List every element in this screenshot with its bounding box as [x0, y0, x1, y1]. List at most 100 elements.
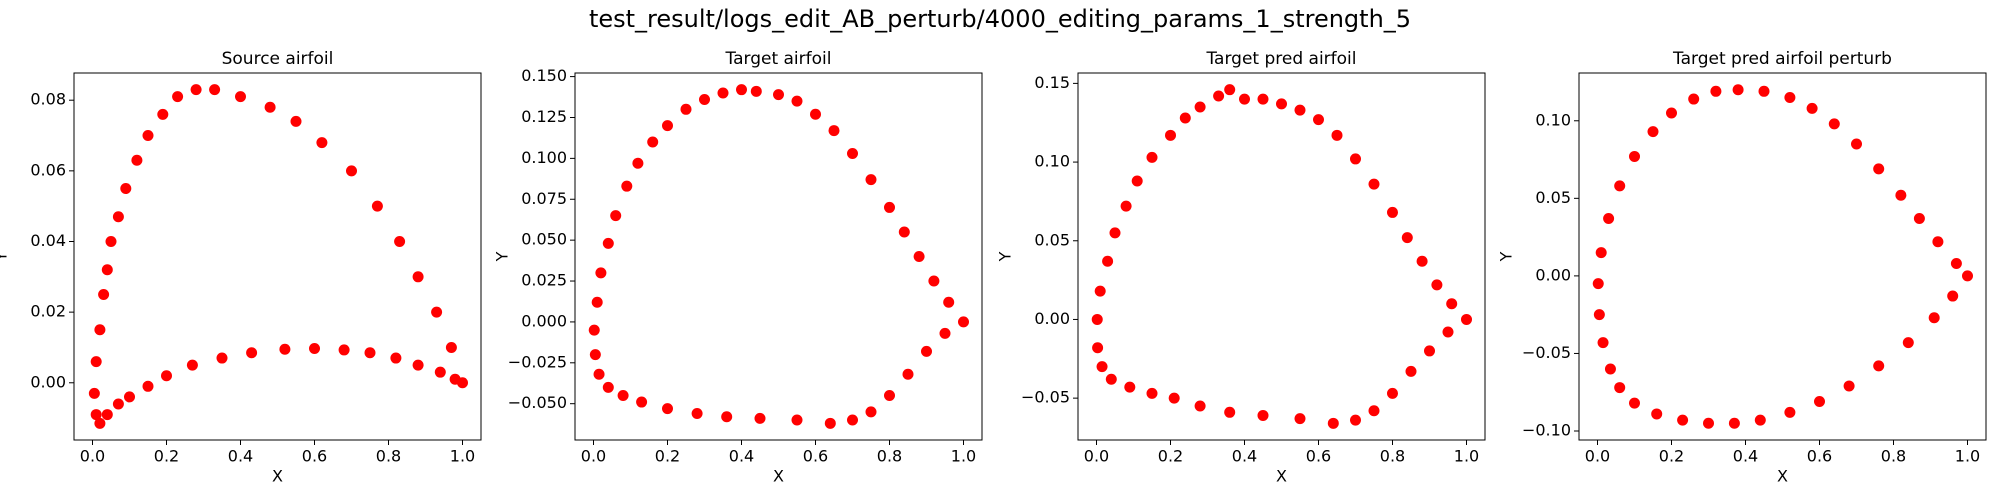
point [124, 391, 135, 403]
point [1843, 380, 1855, 392]
x-tick-label: 0.0 [80, 447, 105, 466]
x-tick-label: 0.2 [154, 447, 179, 466]
y-tick-label: 0.100 [521, 148, 567, 167]
point [1851, 138, 1862, 150]
point [390, 352, 402, 364]
point [1313, 114, 1324, 126]
point [865, 174, 877, 186]
x-tick-label: 0.0 [1585, 447, 1610, 466]
point [1294, 104, 1306, 116]
y-tick-label: 0.10 [1034, 152, 1070, 171]
point [717, 87, 729, 99]
point [105, 235, 117, 247]
point [1603, 212, 1615, 224]
point [1593, 309, 1605, 321]
point [1902, 337, 1914, 349]
point [1614, 180, 1626, 192]
subplot: Target airfoil X Y 0.0 0.2 0.4 0.6 0.8 1.0 −0.050… [493, 49, 983, 486]
point [1105, 373, 1117, 385]
point [1814, 396, 1825, 408]
point [1732, 84, 1744, 96]
point [1629, 397, 1640, 409]
y-tick-label: 0.05 [1034, 230, 1070, 249]
subplot: Target pred airfoil perturb X Y 0.0 0.2 0.4 0.… [1497, 49, 1987, 486]
point [1895, 189, 1907, 201]
x-axis-label: X [773, 467, 784, 486]
point [1350, 414, 1361, 426]
point [617, 390, 629, 402]
point [1710, 85, 1722, 97]
point [216, 352, 228, 364]
x-tick-label: 0.8 [877, 447, 902, 466]
x-tick-label: 0.8 [1380, 447, 1405, 466]
point [865, 406, 877, 418]
point [431, 306, 443, 318]
x-tick-label: 0.6 [1306, 447, 1331, 466]
point [190, 84, 202, 96]
y-tick-label: 0.050 [521, 230, 567, 249]
x-tick-label: 0.2 [1158, 447, 1183, 466]
point [958, 316, 969, 328]
y-tick-label: −0.05 [1021, 388, 1070, 407]
point [1368, 178, 1380, 190]
point [1405, 365, 1417, 377]
point [1728, 417, 1740, 429]
subplot-title: Target pred airfoil [1205, 49, 1356, 69]
point [1194, 400, 1206, 412]
x-tick-label: 0.8 [1881, 447, 1906, 466]
point [394, 235, 406, 247]
point [1294, 413, 1306, 425]
point [1368, 405, 1380, 417]
point [1146, 387, 1158, 399]
point [412, 271, 424, 283]
point [1932, 236, 1944, 248]
point [1096, 361, 1108, 373]
point [1120, 200, 1132, 212]
point [412, 359, 424, 371]
point [1647, 126, 1659, 138]
point [142, 380, 154, 392]
point [1666, 107, 1677, 119]
x-tick-label: 0.4 [729, 447, 754, 466]
point [810, 108, 821, 120]
y-tick-label: 0.05 [1535, 188, 1571, 207]
y-axis-label: Y [0, 251, 11, 262]
point [1758, 85, 1770, 97]
point [1276, 98, 1287, 110]
x-axis-label: X [1276, 467, 1287, 486]
point [131, 154, 143, 166]
y-tick-label: 0.00 [30, 372, 66, 391]
y-tick-label: −0.05 [1522, 343, 1571, 362]
point [1416, 255, 1428, 267]
point [1431, 279, 1443, 291]
point [1595, 247, 1607, 259]
point [1257, 409, 1269, 421]
point [884, 390, 895, 402]
x-tick-label: 1.0 [951, 447, 976, 466]
y-axis-label: Y [1497, 251, 1516, 262]
point [316, 137, 328, 149]
point [1947, 290, 1959, 302]
point [90, 356, 102, 368]
point [662, 120, 673, 132]
point [1239, 93, 1250, 105]
point [1091, 313, 1103, 325]
point [88, 387, 100, 399]
point [1597, 337, 1609, 349]
point [449, 373, 461, 385]
axes-frame [574, 72, 983, 441]
point [1873, 163, 1885, 175]
point [1928, 312, 1940, 324]
subplot-title: Source airfoil [222, 49, 334, 69]
point [1194, 101, 1206, 113]
point [928, 275, 940, 287]
point [1387, 206, 1398, 218]
point [1224, 84, 1236, 96]
subplot-title: Target pred airfoil perturb [1672, 49, 1892, 69]
point [602, 237, 614, 249]
x-tick-label: 1.0 [450, 447, 475, 466]
point [338, 344, 350, 356]
point [279, 343, 291, 355]
point [680, 103, 692, 115]
point [1629, 150, 1640, 162]
